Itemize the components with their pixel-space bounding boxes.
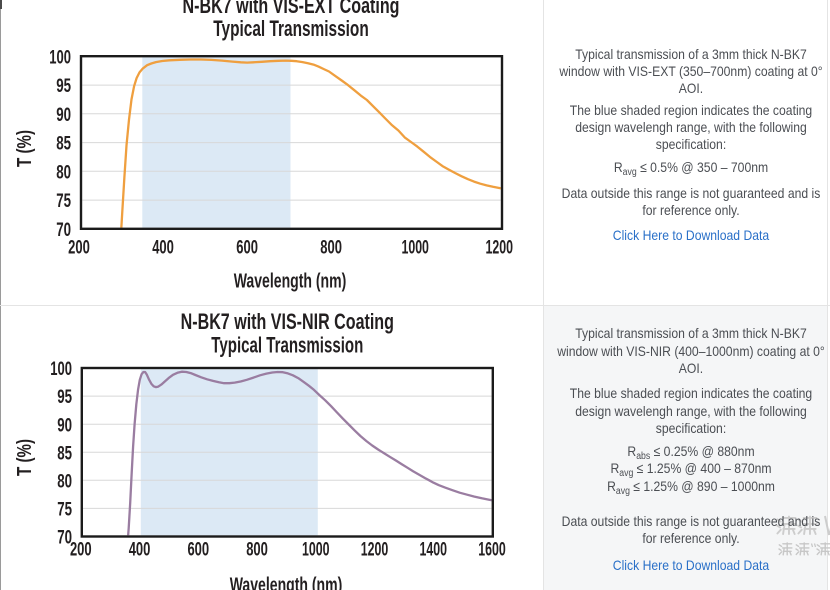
svg-text:600: 600	[187, 539, 209, 561]
svg-text:90: 90	[57, 414, 72, 436]
svg-text:85: 85	[56, 133, 71, 155]
svg-text:400: 400	[152, 237, 174, 259]
svg-text:75: 75	[57, 499, 72, 521]
svg-text:1200: 1200	[361, 539, 389, 561]
svg-text:800: 800	[320, 237, 342, 259]
svg-text:Typical Transmission: Typical Transmission	[213, 16, 369, 41]
svg-text:Wavelength (nm): Wavelength (nm)	[234, 271, 347, 293]
svg-text:80: 80	[57, 470, 72, 492]
svg-text:200: 200	[68, 237, 90, 259]
svg-text:1200: 1200	[486, 237, 514, 259]
svg-text:N-BK7 with VIS-EXT Coating: N-BK7 with VIS-EXT Coating	[183, 0, 400, 18]
svg-text:75: 75	[56, 190, 71, 212]
svg-text:T (%): T (%)	[14, 439, 36, 476]
svg-text:70: 70	[57, 527, 72, 549]
svg-text:85: 85	[57, 442, 72, 464]
svg-text:80: 80	[56, 161, 71, 183]
svg-text:95: 95	[56, 75, 71, 97]
svg-text:Typical Transmission: Typical Transmission	[211, 333, 363, 358]
svg-text:100: 100	[50, 358, 72, 380]
svg-text:1000: 1000	[302, 539, 330, 561]
svg-text:1400: 1400	[420, 539, 448, 561]
svg-text:1600: 1600	[478, 539, 506, 561]
svg-text:1000: 1000	[401, 237, 429, 259]
svg-text:400: 400	[129, 539, 151, 561]
svg-text:Wavelength (nm): Wavelength (nm)	[230, 575, 343, 590]
svg-text:200: 200	[70, 539, 92, 561]
svg-text:800: 800	[246, 539, 268, 561]
svg-text:90: 90	[56, 104, 71, 126]
svg-text:100: 100	[49, 46, 71, 68]
svg-text:600: 600	[236, 237, 258, 259]
svg-text:70: 70	[56, 219, 71, 241]
svg-text:N-BK7 with VIS-NIR Coating: N-BK7 with VIS-NIR Coating	[181, 309, 394, 334]
svg-text:95: 95	[57, 386, 72, 408]
svg-text:T (%): T (%)	[14, 130, 36, 167]
